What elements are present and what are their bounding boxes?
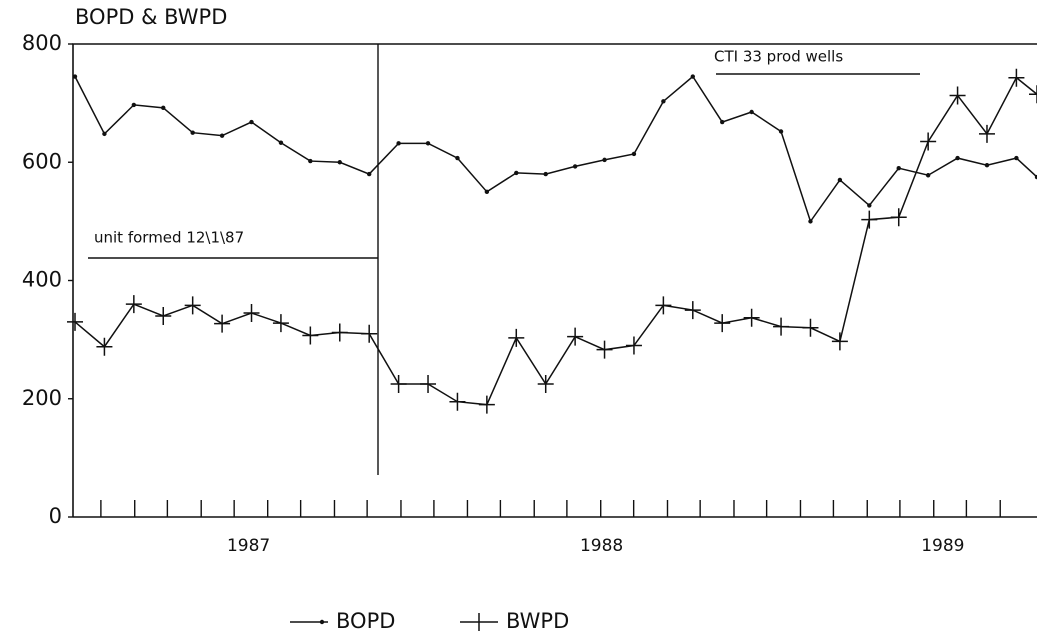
plus-marker — [96, 337, 113, 356]
plus-marker — [125, 295, 142, 314]
chart-title: BOPD & BWPD — [75, 5, 227, 29]
dot-marker — [484, 189, 490, 195]
y-tick-label: 600 — [22, 149, 62, 173]
plus-marker — [684, 301, 701, 320]
plus-marker — [743, 308, 760, 327]
dot-marker — [366, 171, 372, 177]
dot-marker — [396, 141, 401, 146]
plus-marker — [890, 208, 907, 227]
dot-marker — [896, 165, 901, 171]
dot-marker — [661, 99, 666, 104]
plus-marker — [625, 336, 642, 355]
dot-marker — [749, 109, 754, 115]
plus-marker — [331, 323, 348, 342]
plus-marker — [243, 304, 260, 323]
plus-marker — [508, 328, 525, 347]
plus-marker — [272, 314, 289, 333]
plus-marker — [949, 86, 966, 105]
dot-marker — [308, 158, 313, 164]
plus-marker — [214, 314, 231, 333]
plus-marker — [1029, 85, 1037, 104]
dot-marker — [337, 160, 342, 165]
dot-marker — [925, 173, 931, 178]
plus-marker — [802, 318, 819, 337]
dot-marker — [778, 129, 784, 134]
plus-marker — [420, 374, 437, 393]
plus-marker — [449, 392, 466, 411]
dot-marker — [543, 171, 548, 177]
legend-label: BWPD — [506, 609, 569, 633]
dot-marker — [1034, 174, 1037, 180]
dot-marker — [455, 155, 460, 161]
plus-marker — [1008, 68, 1025, 87]
legend-label: BOPD — [336, 609, 395, 633]
dot-marker — [131, 102, 137, 108]
dot-marker — [984, 163, 990, 168]
plus-marker — [567, 327, 584, 346]
annotation: CTI 33 prod wells — [714, 48, 843, 66]
dot-marker — [102, 131, 107, 137]
y-tick-label: 800 — [22, 31, 62, 55]
series-line — [74, 75, 1037, 224]
plus-marker — [655, 296, 672, 315]
plus-marker — [861, 210, 878, 229]
plus-marker — [184, 296, 201, 315]
dot-marker — [190, 130, 195, 135]
plus-marker — [773, 317, 790, 336]
dot-marker — [808, 219, 813, 224]
dot-marker — [278, 140, 284, 145]
dot-marker — [161, 105, 166, 111]
plus-marker — [67, 312, 83, 331]
dot-marker — [631, 151, 637, 157]
plus-marker — [390, 374, 407, 393]
dot-marker — [720, 119, 725, 125]
plus-marker — [155, 306, 172, 325]
plus-marker — [302, 326, 319, 345]
plus-marker — [978, 124, 995, 143]
dot-marker — [572, 164, 578, 169]
y-tick-label: 0 — [49, 504, 62, 528]
dot-marker — [514, 170, 519, 176]
dot-marker — [602, 157, 607, 163]
plus-marker — [714, 314, 731, 333]
plot-frame — [72, 43, 1037, 517]
dot-marker — [690, 74, 695, 79]
plus-marker — [361, 324, 378, 343]
dot-marker — [837, 177, 843, 183]
dot-marker — [1014, 155, 1019, 161]
dot-marker — [867, 203, 872, 208]
y-tick-label: 400 — [22, 268, 62, 292]
dot-marker — [72, 74, 78, 79]
x-tick-label: 1989 — [921, 536, 964, 556]
y-tick-label: 200 — [22, 386, 62, 410]
annotation: unit formed 12\1\87 — [94, 229, 244, 247]
x-tick-label: 1987 — [227, 536, 270, 556]
plus-marker — [537, 374, 554, 393]
dot-marker — [249, 119, 254, 125]
x-tick-label: 1988 — [580, 536, 623, 556]
plus-marker — [478, 395, 495, 414]
dot-marker — [219, 133, 225, 138]
plus-marker — [596, 340, 613, 359]
legend-marker — [319, 619, 325, 625]
plus-marker — [920, 132, 937, 151]
dot-marker — [425, 141, 431, 146]
plus-marker — [831, 332, 848, 351]
series-line — [74, 76, 1037, 406]
dot-marker — [955, 155, 960, 161]
